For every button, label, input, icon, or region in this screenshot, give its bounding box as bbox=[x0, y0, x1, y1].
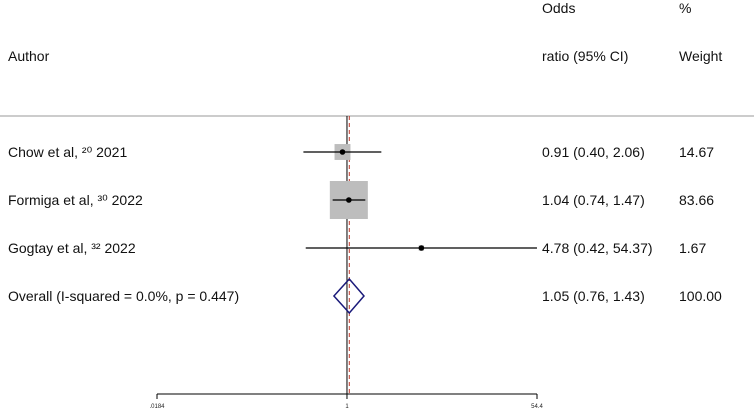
odds-ratio-header-line2: ratio (95% CI) bbox=[542, 48, 629, 64]
weight-header-line2: Weight bbox=[679, 48, 723, 64]
point-estimate-1 bbox=[346, 197, 352, 203]
ci-text-gogtay: 4.78 (0.42, 54.37) bbox=[542, 240, 653, 256]
ci-text-chow: 0.91 (0.40, 2.06) bbox=[542, 144, 645, 160]
weight-overall: 100.00 bbox=[679, 288, 722, 304]
weight-formiga: 83.66 bbox=[679, 192, 715, 208]
author-header: Author bbox=[8, 48, 50, 64]
x-tick-label-2: 54.4 bbox=[531, 404, 543, 410]
weight-header-line1: % bbox=[679, 0, 692, 16]
x-tick-label-1: 1 bbox=[345, 404, 349, 410]
overall-diamond bbox=[332, 277, 365, 315]
study-label-gogtay: Gogtay et al, ³² 2022 bbox=[8, 240, 136, 256]
overall-label: Overall (I-squared = 0.0%, p = 0.447) bbox=[8, 288, 240, 304]
odds-ratio-header-line1: Odds bbox=[542, 0, 576, 16]
x-tick-label-0: .0184 bbox=[149, 404, 165, 410]
point-estimate-2 bbox=[418, 245, 425, 251]
weight-gogtay: 1.67 bbox=[679, 240, 707, 256]
study-label-chow: Chow et al, ²⁰ 2021 bbox=[8, 144, 128, 160]
ci-text-overall: 1.05 (0.76, 1.43) bbox=[542, 288, 645, 304]
weight-chow: 14.67 bbox=[679, 144, 715, 160]
point-estimate-0 bbox=[339, 149, 346, 155]
study-label-formiga: Formiga et al, ³⁰ 2022 bbox=[8, 192, 143, 208]
ci-text-formiga: 1.04 (0.74, 1.47) bbox=[542, 192, 645, 208]
